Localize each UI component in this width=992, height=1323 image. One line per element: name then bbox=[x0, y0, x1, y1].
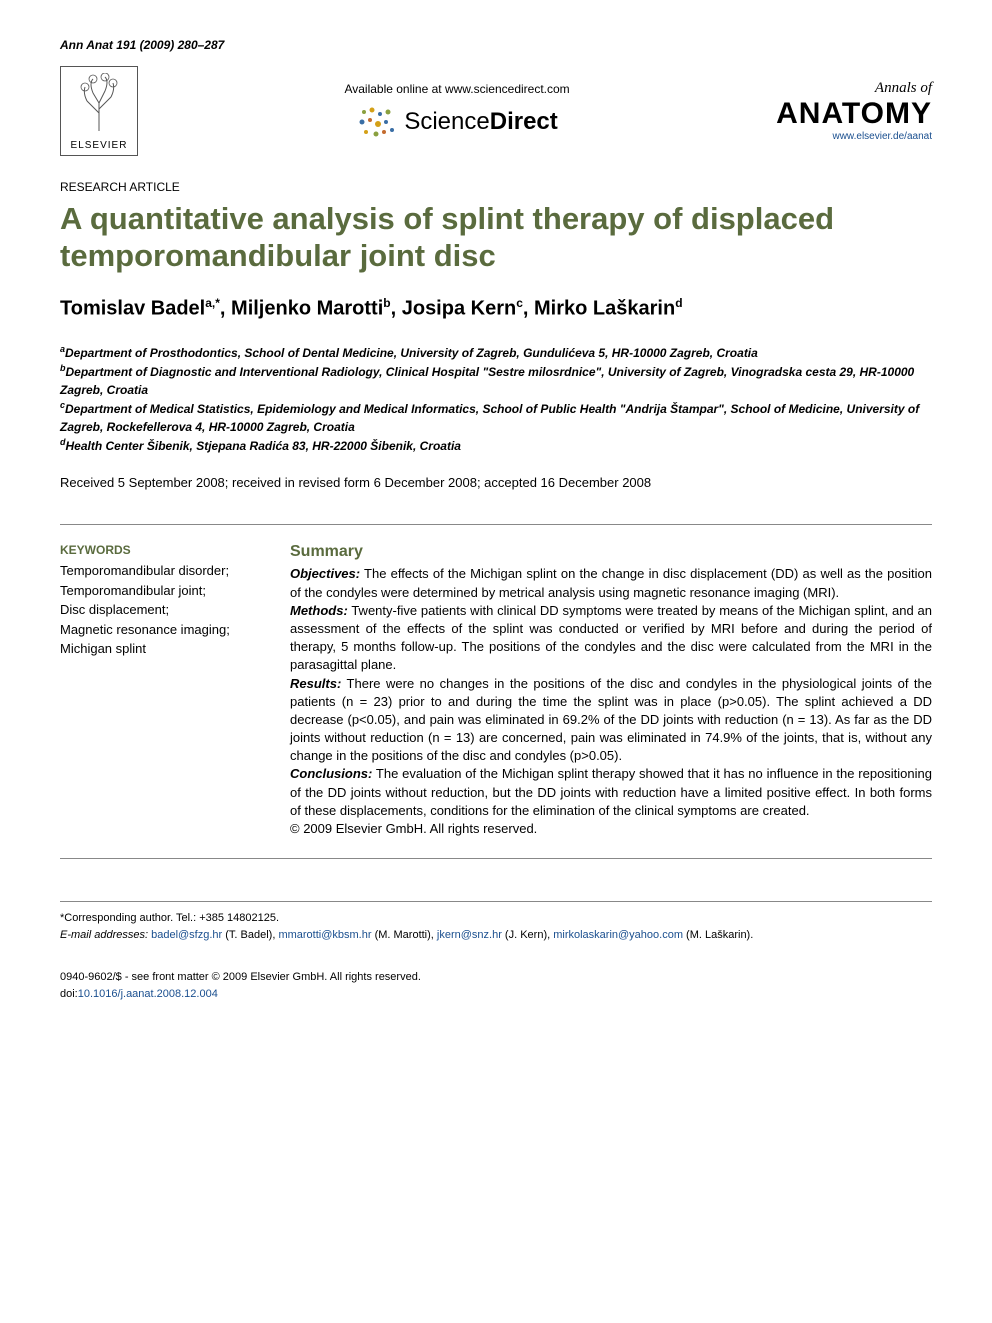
sciencedirect-block: Available online at www.sciencedirect.co… bbox=[344, 82, 569, 140]
article-title: A quantitative analysis of splint therap… bbox=[60, 200, 932, 274]
keywords-column: KEYWORDS Temporomandibular disorder;Temp… bbox=[60, 543, 260, 838]
abstract-container: KEYWORDS Temporomandibular disorder;Temp… bbox=[60, 524, 932, 859]
corresponding-author: *Corresponding author. Tel.: +385 148021… bbox=[60, 910, 932, 927]
corresponding-footer: *Corresponding author. Tel.: +385 148021… bbox=[60, 901, 932, 943]
citation-line: Ann Anat 191 (2009) 280–287 bbox=[60, 38, 932, 52]
elsevier-label: ELSEVIER bbox=[71, 140, 128, 151]
affiliations: aDepartment of Prosthodontics, School of… bbox=[60, 343, 932, 455]
keywords-list: Temporomandibular disorder;Temporomandib… bbox=[60, 561, 260, 659]
authors-line: Tomislav Badela,*, Miljenko Marottib, Jo… bbox=[60, 296, 932, 321]
doi-link[interactable]: 10.1016/j.aanat.2008.12.004 bbox=[78, 988, 218, 1000]
journal-supertitle: Annals of bbox=[776, 80, 932, 97]
front-matter: 0940-9602/$ - see front matter © 2009 El… bbox=[60, 969, 932, 986]
article-type: RESEARCH ARTICLE bbox=[60, 180, 932, 194]
sciencedirect-logo: ScienceDirect bbox=[344, 104, 569, 140]
sciencedirect-dots-icon bbox=[356, 104, 396, 140]
elsevier-tree-icon bbox=[73, 73, 125, 135]
summary-body: Objectives: The effects of the Michigan … bbox=[290, 565, 932, 838]
journal-title: ANATOMY bbox=[776, 97, 932, 131]
elsevier-logo: ELSEVIER bbox=[60, 66, 138, 156]
doi-line: doi:10.1016/j.aanat.2008.12.004 bbox=[60, 986, 932, 1003]
journal-url[interactable]: www.elsevier.de/aanat bbox=[776, 131, 932, 142]
summary-column: Summary Objectives: The effects of the M… bbox=[290, 543, 932, 838]
copyright-block: 0940-9602/$ - see front matter © 2009 El… bbox=[60, 969, 932, 1002]
journal-header: ELSEVIER Available online at www.science… bbox=[60, 66, 932, 156]
keywords-heading: KEYWORDS bbox=[60, 543, 260, 557]
journal-brand: Annals of ANATOMY www.elsevier.de/aanat bbox=[776, 80, 932, 142]
article-dates: Received 5 September 2008; received in r… bbox=[60, 475, 932, 490]
sciencedirect-wordmark: ScienceDirect bbox=[404, 108, 557, 136]
summary-heading: Summary bbox=[290, 543, 932, 561]
email-line: E-mail addresses: badel@sfzg.hr (T. Bade… bbox=[60, 927, 932, 944]
available-online-text: Available online at www.sciencedirect.co… bbox=[344, 82, 569, 96]
